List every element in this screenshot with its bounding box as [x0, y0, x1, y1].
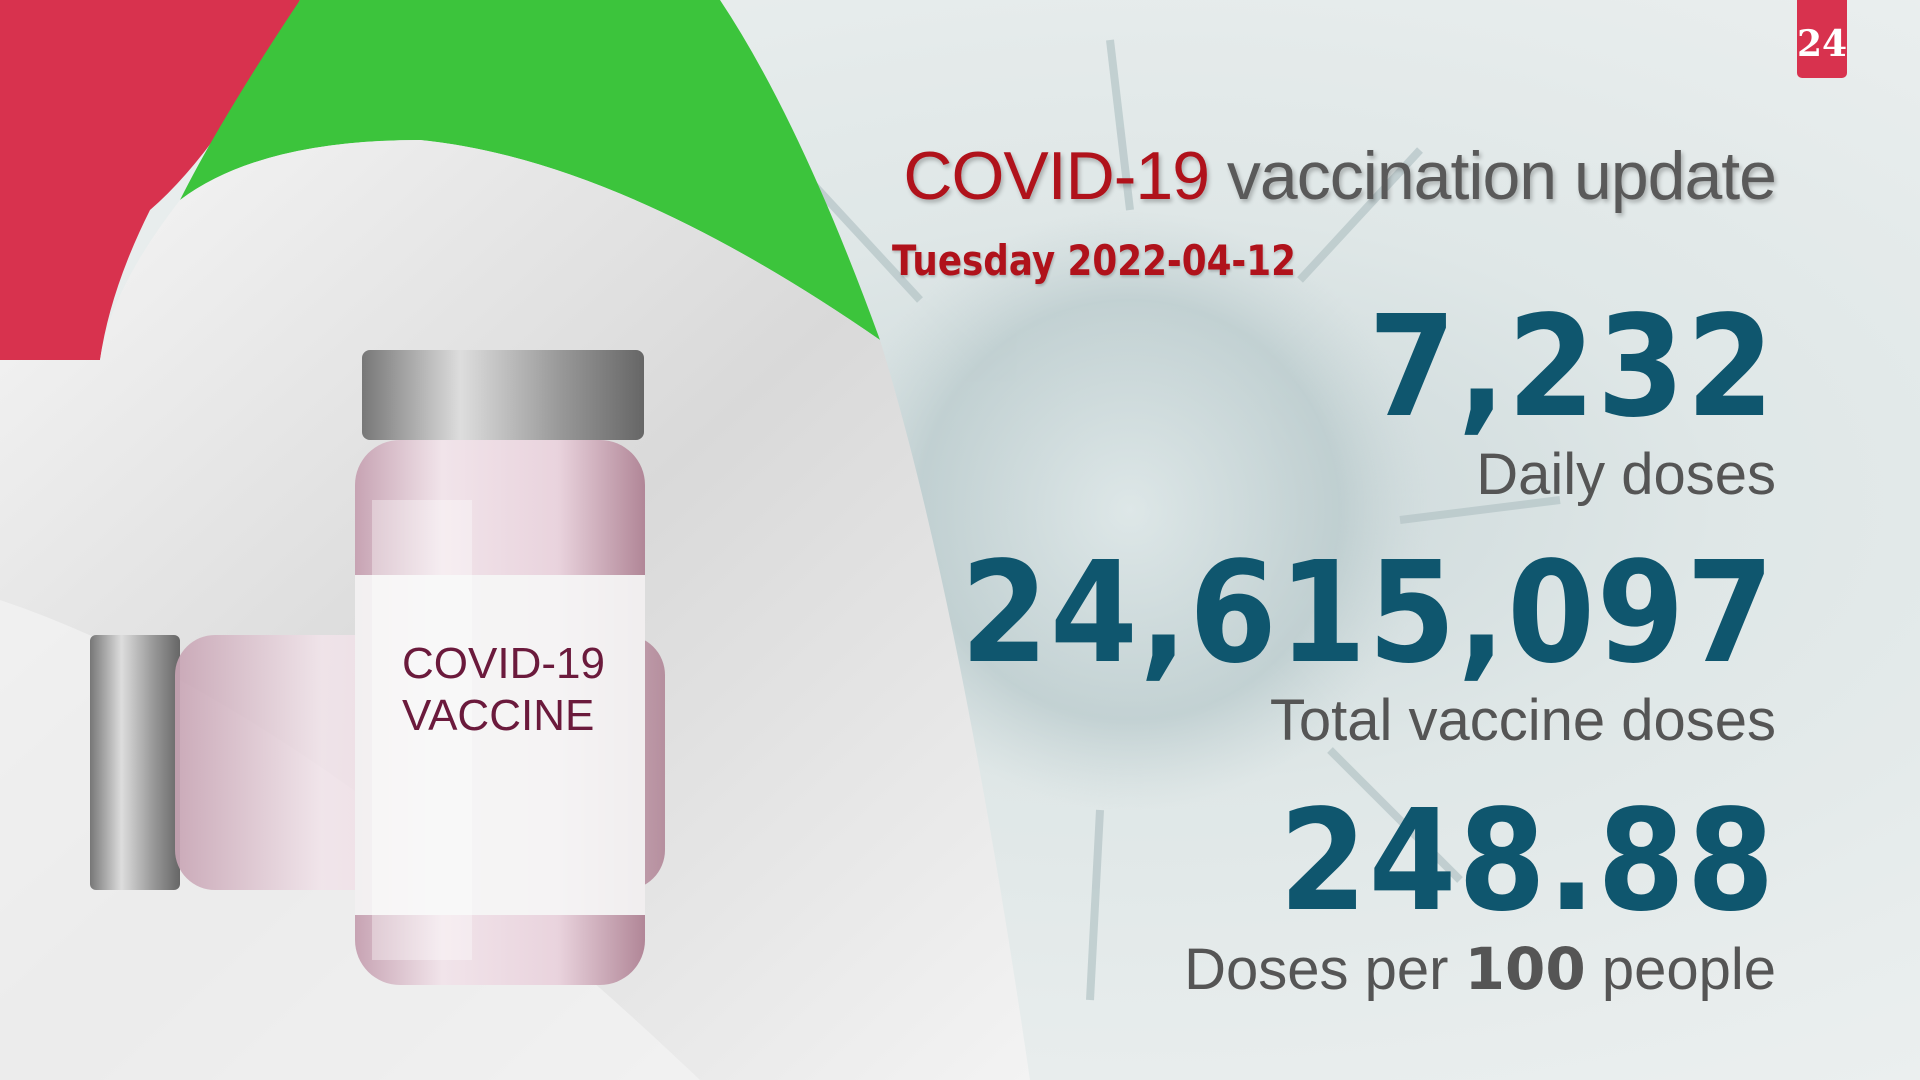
virus-illustration [757, 39, 1561, 1001]
label-pre: Doses per [1184, 937, 1449, 1002]
daily-doses-value: 7,232 [1368, 286, 1776, 449]
page-title: COVID-19 vaccination update [903, 136, 1777, 216]
vial-label-line2: VACCINE [402, 691, 595, 740]
vaccine-vial-front [355, 350, 645, 985]
label-post: people [1601, 937, 1776, 1002]
title-rest: vaccination update [1226, 138, 1777, 214]
brand-logo[interactable]: 24 [1797, 0, 1847, 78]
daily-doses-label: Daily doses [1476, 442, 1776, 507]
update-date: Tuesday 2022-04-12 [892, 236, 1296, 285]
title-covid: COVID-19 [903, 138, 1210, 214]
doses-per-100-value: 248.88 [1278, 780, 1776, 943]
vial-label: COVID-19 VACCINE [402, 638, 605, 742]
total-doses-label: Total vaccine doses [1269, 688, 1776, 753]
title-highlight: COVID-19 [903, 138, 1210, 214]
doses-per-100-label: Doses per 100 people [1184, 940, 1776, 999]
vial-label-line1: COVID-19 [402, 639, 605, 688]
label-bold: 100 [1464, 935, 1586, 1003]
total-doses-value: 24,615,097 [960, 532, 1776, 695]
